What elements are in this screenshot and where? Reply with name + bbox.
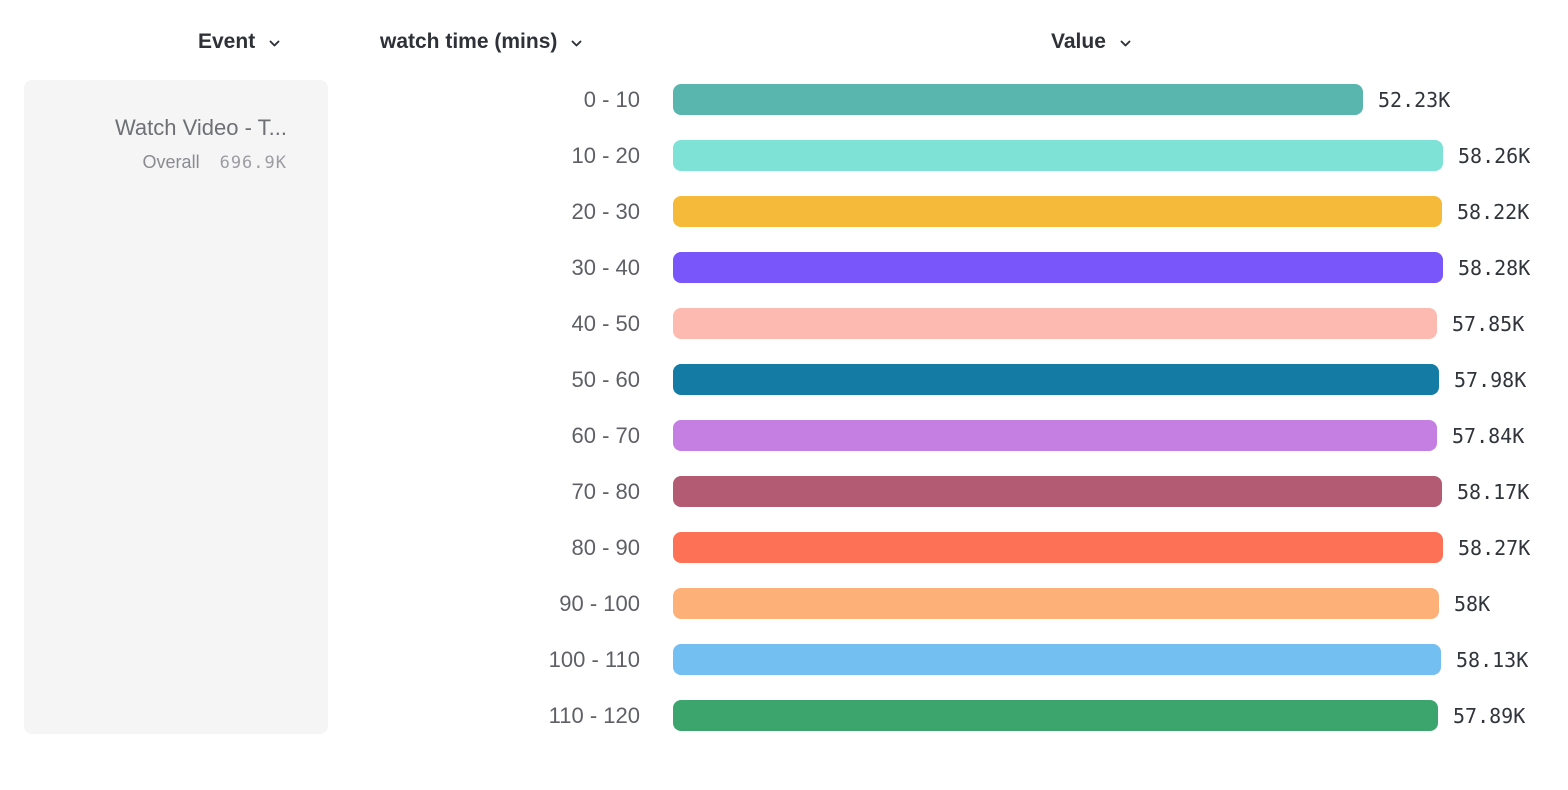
bar-category-label: 10 - 20: [571, 143, 641, 168]
bar-value-label: 52.23K: [1378, 88, 1451, 112]
bar-row: 110 - 120 57.89K: [0, 688, 1568, 744]
bar-chart-area: 0 - 10 52.23K 10 - 20 58.26K 20 - 30 58.…: [0, 72, 1568, 744]
bar-category-label: 20 - 30: [571, 199, 641, 224]
bar-value-label: 57.98K: [1454, 368, 1527, 392]
bar-value-label: 58.27K: [1458, 536, 1531, 560]
bar[interactable]: [673, 644, 1441, 675]
bar-category-label: 60 - 70: [571, 423, 641, 448]
bar-row: 50 - 60 57.98K: [0, 352, 1568, 408]
bar-row: 10 - 20 58.26K: [0, 128, 1568, 184]
bar-value-label: 58.13K: [1456, 648, 1529, 672]
legend-overall-row[interactable]: Overall 696.9K: [24, 149, 287, 176]
bar[interactable]: [673, 196, 1442, 227]
legend-overall-value: 696.9K: [219, 153, 287, 173]
bar[interactable]: [673, 84, 1363, 115]
bar-row: 40 - 50 57.85K: [0, 296, 1568, 352]
bar-row: 80 - 90 58.27K: [0, 520, 1568, 576]
bar-value-label: 57.89K: [1453, 704, 1526, 728]
bar-category-label: 0 - 10: [583, 87, 640, 112]
value-column-label: Value: [1051, 30, 1106, 53]
chevron-down-icon: [1118, 36, 1133, 51]
chevron-down-icon: [267, 36, 282, 51]
event-column-header[interactable]: Event: [198, 27, 282, 57]
bar[interactable]: [673, 700, 1438, 731]
legend-overall-label: Overall: [142, 152, 200, 172]
bar-row: 70 - 80 58.17K: [0, 464, 1568, 520]
bar-value-label: 57.85K: [1452, 312, 1525, 336]
bar-category-label: 50 - 60: [571, 367, 641, 392]
bar-category-label: 90 - 100: [559, 591, 640, 616]
breakdown-column-header[interactable]: watch time (mins): [380, 27, 584, 57]
legend-event-name[interactable]: Watch Video - T...: [114, 115, 287, 140]
bar[interactable]: [673, 588, 1439, 619]
breakdown-column-label: watch time (mins): [380, 30, 558, 53]
bar[interactable]: [673, 140, 1443, 171]
event-column-label: Event: [198, 30, 256, 53]
bar-value-label: 58.17K: [1457, 480, 1530, 504]
bar[interactable]: [673, 364, 1439, 395]
bar-value-label: 58.22K: [1457, 200, 1530, 224]
bar-category-label: 40 - 50: [571, 311, 641, 336]
bar-value-label: 57.84K: [1452, 424, 1525, 448]
bar-category-label: 30 - 40: [571, 255, 641, 280]
bar-row: 30 - 40 58.28K: [0, 240, 1568, 296]
bar-value-label: 58K: [1454, 592, 1491, 616]
bar[interactable]: [673, 476, 1442, 507]
bar-row: 20 - 30 58.22K: [0, 184, 1568, 240]
bar-category-label: 80 - 90: [571, 535, 641, 560]
bar-row: 0 - 10 52.23K: [0, 72, 1568, 128]
bar-row: 100 - 110 58.13K: [0, 632, 1568, 688]
bar-value-label: 58.26K: [1458, 144, 1531, 168]
bar-row: 90 - 100 58K: [0, 576, 1568, 632]
event-legend-card: Watch Video - T... Overall 696.9K: [24, 80, 328, 734]
bar[interactable]: [673, 308, 1437, 339]
bar[interactable]: [673, 532, 1443, 563]
bar-value-label: 58.28K: [1458, 256, 1531, 280]
bar[interactable]: [673, 252, 1443, 283]
bar[interactable]: [673, 420, 1437, 451]
bar-category-label: 100 - 110: [548, 647, 640, 672]
bar-row: 60 - 70 57.84K: [0, 408, 1568, 464]
bar-category-label: 70 - 80: [571, 479, 641, 504]
chevron-down-icon: [569, 36, 584, 51]
bar-category-label: 110 - 120: [548, 703, 640, 728]
value-column-header[interactable]: Value: [1051, 27, 1133, 57]
